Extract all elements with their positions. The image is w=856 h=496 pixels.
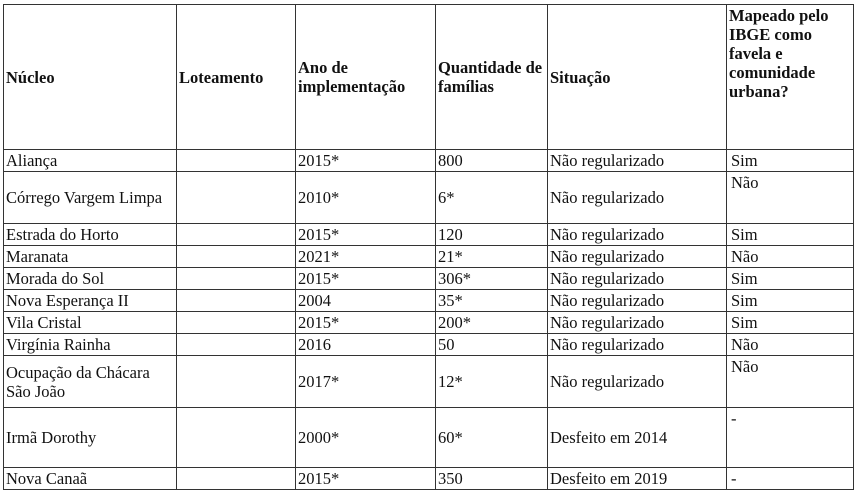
cell-familias: 350 <box>435 467 548 490</box>
cell-situacao: Não regularizado <box>547 355 727 408</box>
cell-situacao: Não regularizado <box>547 311 727 334</box>
header-nucleo: Núcleo <box>3 4 177 150</box>
cell-ano: 2016 <box>295 333 436 356</box>
header-situacao: Situação <box>547 4 727 150</box>
cell-mapeado: Sim <box>726 149 854 172</box>
cell-loteamento <box>176 171 296 224</box>
cell-mapeado: Não <box>726 333 854 356</box>
cell-mapeado: Não <box>726 171 854 224</box>
cell-mapeado: Sim <box>726 267 854 290</box>
table-row: Ocupação da Chácara São João 2017* 12* Não … <box>3 355 854 408</box>
cell-loteamento <box>176 289 296 312</box>
cell-situacao: Não regularizado <box>547 267 727 290</box>
cell-mapeado: Sim <box>726 289 854 312</box>
table-row: Nova Esperança II 2004 35* Não regularizado… <box>3 289 854 312</box>
nucleos-table: Núcleo Loteamento Ano de implementação Q… <box>3 4 854 490</box>
cell-loteamento <box>176 311 296 334</box>
cell-nucleo: Irmã Dorothy <box>3 407 177 468</box>
cell-loteamento <box>176 355 296 408</box>
cell-mapeado: Sim <box>726 311 854 334</box>
cell-familias: 6* <box>435 171 548 224</box>
cell-situacao: Não regularizado <box>547 289 727 312</box>
cell-loteamento <box>176 245 296 268</box>
cell-situacao: Não regularizado <box>547 223 727 246</box>
cell-nucleo: Vila Cristal <box>3 311 177 334</box>
cell-ano: 2015* <box>295 267 436 290</box>
cell-loteamento <box>176 333 296 356</box>
cell-loteamento <box>176 149 296 172</box>
cell-ano: 2021* <box>295 245 436 268</box>
cell-situacao: Não regularizado <box>547 171 727 224</box>
cell-loteamento <box>176 467 296 490</box>
cell-nucleo: Maranata <box>3 245 177 268</box>
cell-nucleo: Aliança <box>3 149 177 172</box>
cell-loteamento <box>176 407 296 468</box>
cell-familias: 200* <box>435 311 548 334</box>
cell-nucleo: Virgínia Rainha <box>3 333 177 356</box>
cell-ano: 2015* <box>295 223 436 246</box>
cell-familias: 35* <box>435 289 548 312</box>
cell-nucleo: Ocupação da Chácara São João <box>3 355 177 408</box>
cell-mapeado: Não <box>726 245 854 268</box>
cell-mapeado: - <box>726 467 854 490</box>
header-mapeado: Mapeado pelo IBGE como favela e comunida… <box>726 4 854 150</box>
cell-familias: 60* <box>435 407 548 468</box>
cell-familias: 50 <box>435 333 548 356</box>
cell-ano: 2015* <box>295 149 436 172</box>
cell-familias: 120 <box>435 223 548 246</box>
cell-situacao: Não regularizado <box>547 333 727 356</box>
cell-familias: 306* <box>435 267 548 290</box>
cell-loteamento <box>176 267 296 290</box>
cell-familias: 12* <box>435 355 548 408</box>
table-row: Córrego Vargem Limpa 2010* 6* Não regulariz… <box>3 171 854 224</box>
table-row: Irmã Dorothy 2000* 60* Desfeito em 2014- <box>3 407 854 468</box>
cell-ano: 2000* <box>295 407 436 468</box>
table-row: Maranata 2021* 21* Não regularizado Não <box>3 245 854 268</box>
cell-nucleo: Nova Esperança II <box>3 289 177 312</box>
cell-mapeado: - <box>726 407 854 468</box>
table-row: Aliança 2015* 800 Não regularizado Sim <box>3 149 854 172</box>
cell-familias: 800 <box>435 149 548 172</box>
cell-ano: 2015* <box>295 311 436 334</box>
cell-ano: 2004 <box>295 289 436 312</box>
cell-nucleo: Estrada do Horto <box>3 223 177 246</box>
header-familias: Quantidade de famílias <box>435 4 548 150</box>
cell-nucleo: Córrego Vargem Limpa <box>3 171 177 224</box>
cell-ano: 2010* <box>295 171 436 224</box>
cell-situacao: Desfeito em 2014 <box>547 407 727 468</box>
cell-ano: 2015* <box>295 467 436 490</box>
cell-mapeado: Sim <box>726 223 854 246</box>
cell-familias: 21* <box>435 245 548 268</box>
header-ano: Ano de implementação <box>295 4 436 150</box>
cell-nucleo: Nova Canaã <box>3 467 177 490</box>
table-row: Vila Cristal 2015* 200* Não regularizado Sim <box>3 311 854 334</box>
table-row: Nova Canaã 2015* 350 Desfeito em 2019- <box>3 467 854 490</box>
cell-ano: 2017* <box>295 355 436 408</box>
cell-mapeado: Não <box>726 355 854 408</box>
cell-situacao: Não regularizado <box>547 149 727 172</box>
table-row: Virgínia Rainha 2016 50 Não regularizado Não <box>3 333 854 356</box>
table-row: Estrada do Horto 2015* 120 Não regularizado… <box>3 223 854 246</box>
table-row: Morada do Sol 2015* 306* Não regularizado Si… <box>3 267 854 290</box>
cell-loteamento <box>176 223 296 246</box>
header-row: Núcleo Loteamento Ano de implementação Q… <box>3 4 854 150</box>
cell-situacao: Não regularizado <box>547 245 727 268</box>
cell-nucleo: Morada do Sol <box>3 267 177 290</box>
header-loteamento: Loteamento <box>176 4 296 150</box>
cell-situacao: Desfeito em 2019 <box>547 467 727 490</box>
